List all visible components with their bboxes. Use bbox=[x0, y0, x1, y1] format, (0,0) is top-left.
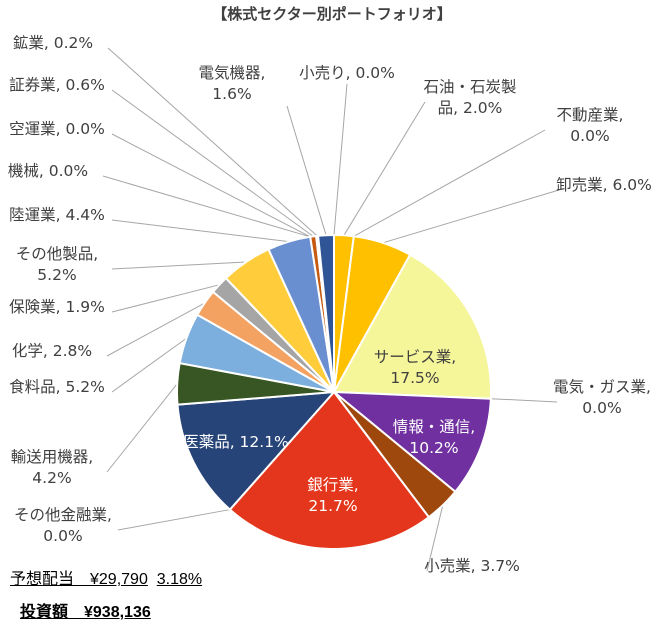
leader-line bbox=[106, 383, 178, 473]
slice-label: 鉱業, 0.2% bbox=[13, 34, 93, 52]
leader-line bbox=[117, 509, 231, 531]
pie-slices bbox=[176, 233, 492, 550]
dividend-amount: 予想配当 ¥29,790 bbox=[10, 571, 148, 588]
slice-label: その他金融業, 0.0% bbox=[14, 506, 112, 545]
slice-label: 機械, 0.0% bbox=[8, 162, 88, 180]
leader-line bbox=[106, 302, 205, 357]
leader-lines bbox=[102, 47, 560, 572]
investment-amount: 投資額 ¥938,136 bbox=[20, 604, 151, 621]
dividend-yield: 3.18% bbox=[156, 571, 203, 588]
slice-label: 小売業, 3.7% bbox=[424, 557, 520, 575]
leader-line bbox=[107, 47, 318, 237]
slice-label: 小売り, 0.0% bbox=[299, 64, 395, 82]
slice-label: 情報・通信, 10.2% bbox=[393, 418, 475, 457]
slice-label: 電気・ガス業, 0.0% bbox=[553, 378, 651, 417]
slice-label: 輸送用機器, 4.2% bbox=[11, 448, 93, 487]
leader-line bbox=[343, 101, 426, 236]
investment-info: 投資額 ¥938,136 bbox=[20, 598, 151, 622]
pie-slice bbox=[332, 253, 492, 400]
leader-line bbox=[111, 261, 247, 270]
leader-line bbox=[102, 175, 311, 238]
leader-line bbox=[111, 89, 314, 237]
slice-label: 食料品, 5.2% bbox=[9, 378, 105, 396]
leader-line bbox=[333, 83, 348, 236]
chart-title: 【株式セクター別ポートフォリオ】 bbox=[212, 5, 451, 23]
leader-line bbox=[111, 337, 187, 393]
slice-label: 石油・石炭製品, 2.0% bbox=[423, 78, 516, 117]
leader-line bbox=[426, 505, 444, 572]
pie-slice bbox=[176, 390, 337, 511]
leader-line bbox=[382, 189, 560, 244]
slice-label: その他製品, 5.2% bbox=[16, 245, 98, 284]
slice-label: 電気機器, 1.6% bbox=[199, 64, 266, 103]
leader-line bbox=[111, 219, 290, 243]
pie-slice bbox=[317, 233, 335, 393]
slice-label: 銀行業, 21.7% bbox=[307, 476, 358, 515]
slice-label: 空運業, 0.0% bbox=[9, 120, 105, 138]
leader-line bbox=[111, 133, 311, 238]
slice-label: 証券業, 0.6% bbox=[9, 76, 105, 94]
slice-label: サービス業, 17.5% bbox=[374, 348, 456, 387]
pie-slice bbox=[331, 390, 492, 494]
leader-line bbox=[353, 129, 546, 237]
pie-slice bbox=[228, 390, 431, 550]
slice-labels: 石油・石炭製品, 2.0% 不動産業, 0.0% 卸売業, 6.0% サービス業, 17.… bbox=[8, 34, 652, 575]
leader-line bbox=[286, 105, 327, 236]
slice-label: 医薬品, 12.1% bbox=[183, 433, 289, 451]
slice-label: 陸運業, 4.4% bbox=[9, 206, 105, 224]
leader-line bbox=[111, 284, 220, 313]
slice-label: 保険業, 1.9% bbox=[9, 298, 105, 316]
slice-label: 化学, 2.8% bbox=[12, 342, 92, 360]
slice-label: 不動産業, 0.0% bbox=[557, 106, 624, 145]
leader-line bbox=[490, 398, 558, 403]
slice-label: 卸売業, 6.0% bbox=[556, 176, 652, 194]
dividend-info: 予想配当 ¥29,790 3.18% bbox=[10, 565, 202, 589]
